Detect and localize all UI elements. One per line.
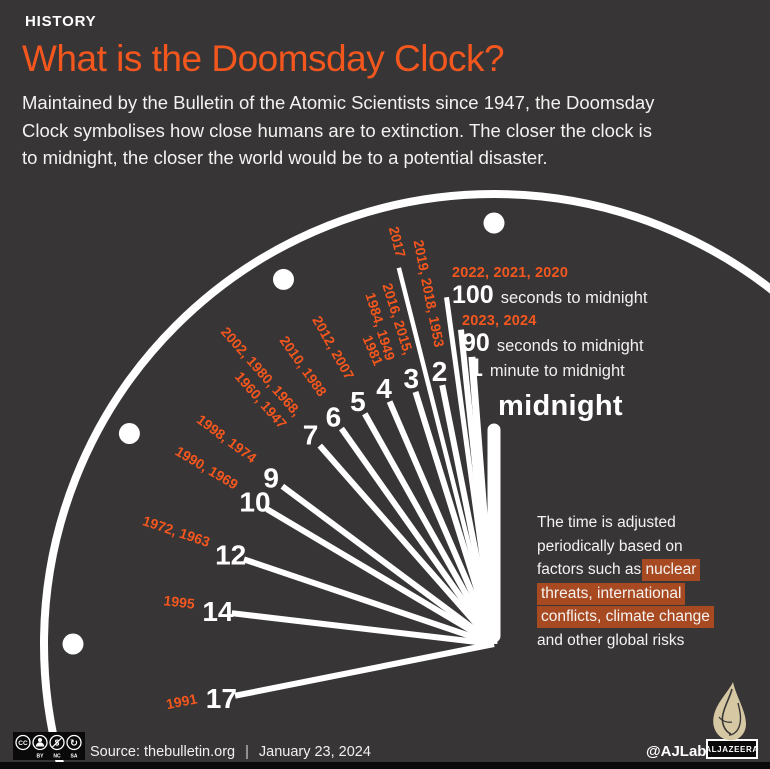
years-90-seconds: 2023, 2024	[462, 313, 537, 329]
svg-text:NC: NC	[53, 754, 61, 760]
minutes-number-7: 7	[303, 420, 319, 451]
ajlabs-handle: @AJLabs	[646, 743, 715, 760]
cc-by-icon	[32, 734, 48, 751]
note-line: factors such as nuclear	[537, 558, 752, 582]
years-label-12: 1972, 1963	[141, 512, 213, 550]
minutes-number-6: 6	[326, 402, 342, 433]
unit-100: seconds to midnight	[500, 289, 648, 307]
creative-commons-badge: CC $ ↻ BY NC SA	[13, 732, 85, 760]
minutes-number-9: 9	[263, 462, 279, 493]
clock-hand-9	[280, 483, 496, 647]
highlighted-text: nuclear	[641, 559, 701, 582]
clock-hand-14	[231, 610, 495, 647]
date-text: January 23, 2024	[258, 744, 371, 760]
cc-nc-icon	[49, 734, 65, 751]
source-text: Source: thebulletin.org	[90, 744, 236, 760]
clock-hand-12	[242, 556, 495, 647]
clock-hand-100s	[444, 296, 497, 645]
clock-hand-7	[317, 443, 497, 646]
hour-marker-dot	[273, 268, 294, 290]
minutes-number-3: 3	[404, 363, 420, 394]
note-text: periodically based on	[537, 537, 683, 555]
intro-paragraph: Maintained by the Bulletin of the Atomic…	[22, 89, 654, 172]
label-90-seconds: 2023, 2024 90 seconds to midnight	[462, 313, 644, 358]
years-label-14: 1995	[163, 592, 196, 612]
highlighted-text: conflicts, climate change	[537, 606, 714, 629]
note-line: conflicts, climate change	[537, 605, 752, 629]
svg-text:BY: BY	[37, 754, 45, 760]
intro-line: to midnight, the closer the world would …	[22, 147, 548, 168]
svg-text:CC: CC	[18, 740, 28, 747]
clock-hand-10	[265, 506, 496, 647]
note-line: periodically based on	[537, 535, 752, 559]
unit-90: seconds to midnight	[496, 337, 644, 355]
clock-hand-6	[338, 426, 497, 646]
hour-marker-dot	[483, 212, 505, 234]
clock-hand-3	[412, 391, 497, 645]
minutes-number-12: 12	[215, 539, 246, 570]
minutes-number-2: 2	[432, 356, 448, 387]
cc-icon	[15, 734, 31, 751]
clock-hand-4	[386, 400, 497, 646]
note-line: The time is adjusted	[537, 511, 752, 535]
hour-marker-dot	[118, 423, 140, 444]
minutes-number-5: 5	[350, 386, 366, 417]
value-1: 1	[469, 354, 483, 382]
note-line: threats, international	[537, 582, 752, 606]
years-label-2017: 2017	[386, 225, 409, 259]
intro-line: Clock symbolises how close humans are to…	[22, 119, 652, 141]
svg-text:SA: SA	[71, 754, 78, 760]
value-100: 100	[452, 281, 494, 309]
source-line: Source: thebulletin.org | January 23, 20…	[90, 744, 371, 760]
clock-hand-5	[362, 412, 497, 646]
svg-text:↻: ↻	[70, 738, 78, 749]
highlighted-text: threats, international	[537, 582, 686, 605]
note-line: and other global risks	[537, 629, 752, 653]
intro-line: Maintained by the Bulletin of the Atomic…	[22, 92, 655, 113]
adjustment-note: The time is adjusted periodically based o…	[537, 511, 752, 653]
clock-face-arc	[40, 190, 770, 769]
minutes-number-4: 4	[376, 373, 392, 404]
note-text: The time is adjusted	[537, 514, 676, 531]
unit-1: minute to midnight	[489, 362, 625, 380]
value-90: 90	[462, 329, 490, 357]
years-100-seconds: 2022, 2021, 2020	[452, 265, 569, 281]
cc-sa-icon	[66, 734, 82, 751]
label-100-seconds: 2022, 2021, 2020 100 seconds to midnight	[452, 265, 647, 310]
clock-hand-2017	[396, 267, 497, 645]
bottom-black-bar	[0, 762, 770, 769]
cc-badge-box	[13, 732, 85, 760]
label-1-minute: 1 minute to midnight	[469, 354, 625, 383]
years-label-17: 1991	[165, 690, 199, 712]
clock-hand-17	[234, 641, 495, 699]
source-separator: |	[245, 744, 249, 760]
note-text: factors such as	[537, 561, 646, 579]
minutes-number-14: 14	[202, 596, 234, 627]
page-title: What is the Doomsday Clock?	[22, 38, 505, 79]
minutes-number-10: 10	[239, 487, 270, 518]
section-kicker: HISTORY	[25, 13, 97, 30]
al-jazeera-flame-logo	[713, 682, 746, 741]
note-text: and other global risks	[537, 631, 685, 649]
minutes-number-17: 17	[206, 683, 237, 714]
midnight-label: midnight	[498, 390, 623, 422]
hour-marker-dot	[62, 633, 84, 655]
